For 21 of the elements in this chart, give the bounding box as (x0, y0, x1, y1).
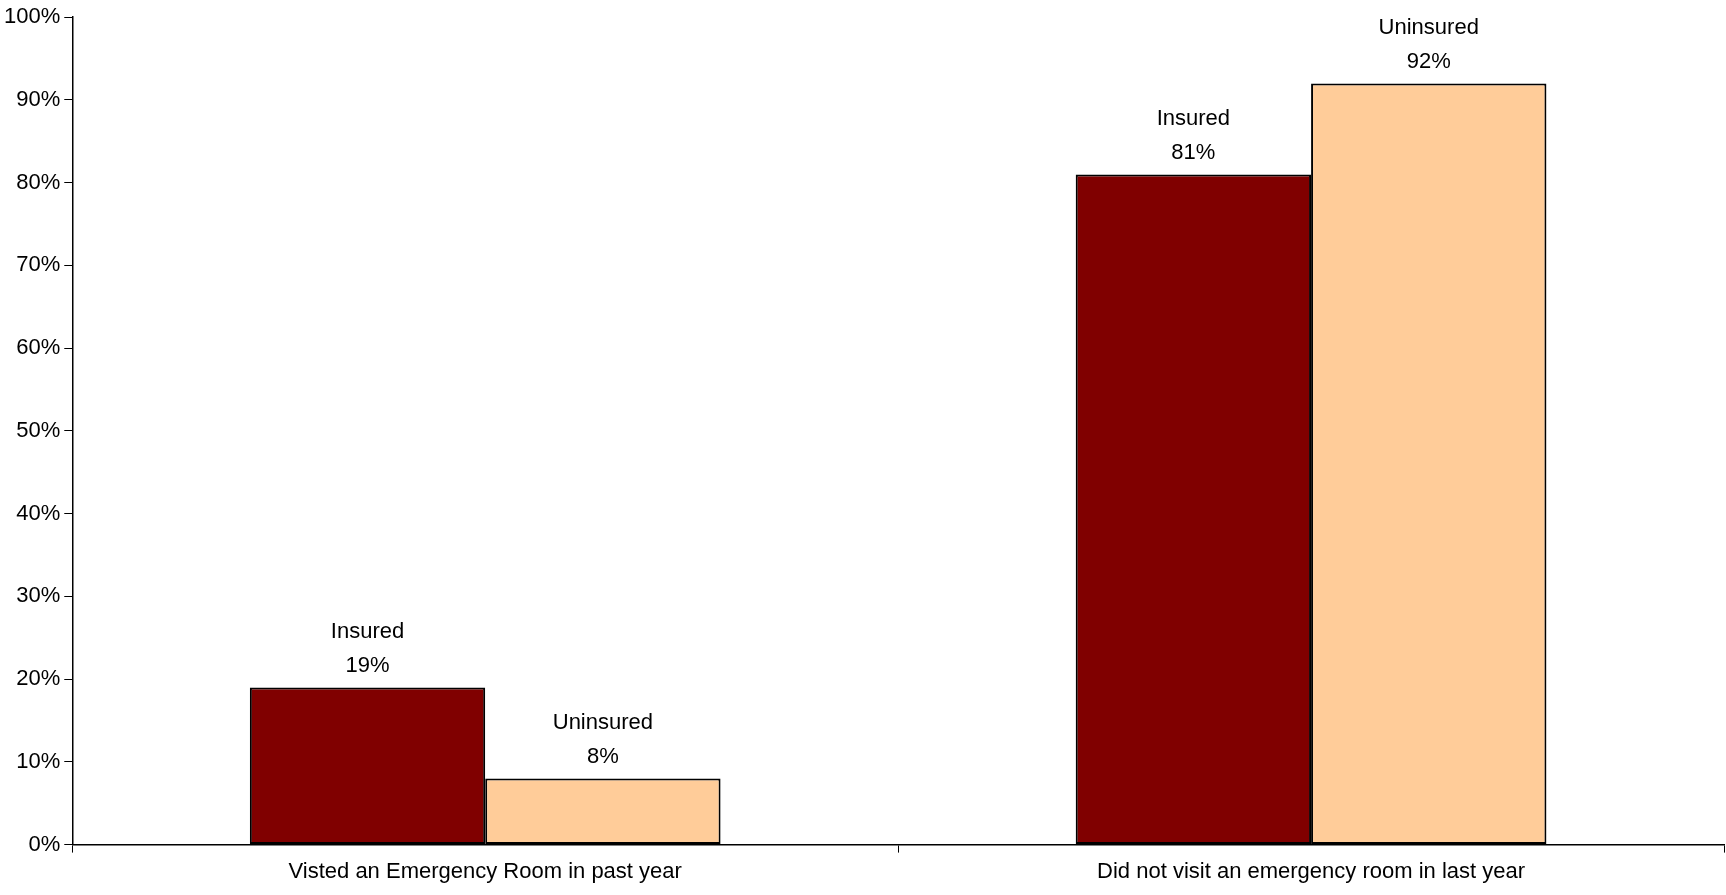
y-tick-label: 70% (16, 251, 61, 277)
y-tick-label: 40% (16, 499, 61, 525)
y-tick-label: 0% (28, 830, 61, 856)
x-tick-label: Visted an Emergency Room in past year (288, 857, 682, 883)
data-label: 81% (1171, 139, 1216, 165)
y-tick-label: 80% (16, 168, 61, 194)
y-tick-label: 50% (16, 416, 61, 442)
data-label: 92% (1406, 48, 1451, 74)
y-tick-label: 20% (16, 665, 61, 691)
text: Insured (1156, 105, 1231, 131)
y-tick-label: 60% (16, 334, 61, 360)
text: Uninsured (1378, 14, 1479, 40)
y-tick-label: 10% (16, 747, 61, 773)
data-label: 19% (345, 652, 390, 678)
y-tick-label: 90% (16, 86, 61, 111)
text: Uninsured (552, 709, 654, 735)
data-label: 8% (586, 743, 619, 769)
text: Insured (330, 618, 405, 644)
y-tick-label: 100% (3, 3, 61, 29)
y-tick-label: 30% (16, 582, 61, 608)
x-tick-label: Did not visit an emergency room in last year (1097, 857, 1526, 883)
